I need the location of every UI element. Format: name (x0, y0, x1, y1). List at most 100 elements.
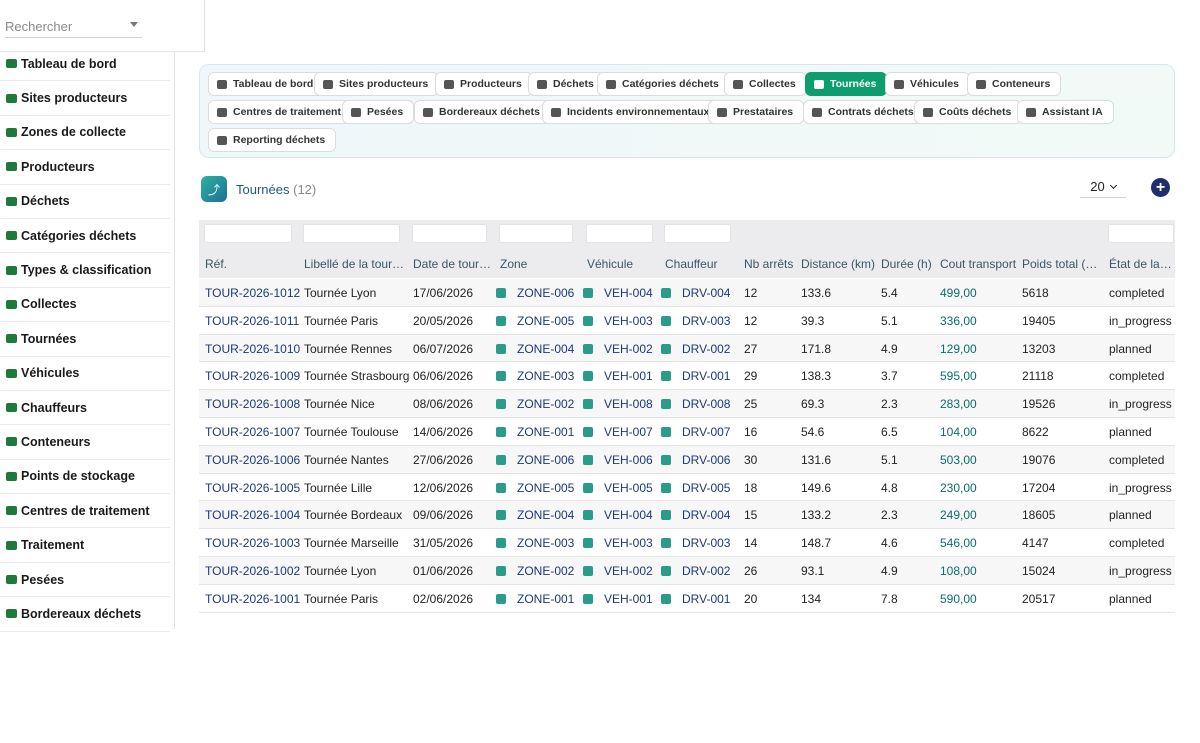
column-header[interactable]: Cout transport (940, 257, 1017, 271)
column-header[interactable]: Date de tour… (413, 257, 492, 271)
vehicle-link[interactable]: VEH-003 (583, 314, 653, 328)
tab-3[interactable]: Producteurs (435, 72, 533, 96)
tab-1[interactable]: Tableau de bord (208, 72, 325, 96)
vehicle-link[interactable]: VEH-003 (583, 536, 653, 550)
zone-link[interactable]: ZONE-006 (496, 286, 574, 300)
column-header[interactable]: État de la to… (1109, 257, 1175, 271)
tab-5[interactable]: Catégories déchets (597, 72, 730, 96)
tour-ref-link[interactable]: TOUR-2026-1002 (205, 563, 301, 578)
table-row[interactable]: TOUR-2026-1004 Tournée Bordeaux 09/06/2026… (199, 501, 1175, 530)
column-header[interactable]: Zone (500, 257, 528, 271)
tab-14[interactable]: Prestataires (708, 100, 805, 124)
vehicle-link[interactable]: VEH-004 (583, 508, 653, 522)
sidebar-item-9[interactable]: Tournées (0, 322, 170, 357)
tab-8[interactable]: Véhicules (885, 72, 971, 96)
column-header[interactable]: Véhicule (587, 257, 634, 271)
driver-link[interactable]: DRV-004 (661, 508, 730, 522)
column-filter-input[interactable] (586, 224, 653, 243)
vehicle-link[interactable]: VEH-002 (583, 342, 653, 356)
tab-12[interactable]: Bordereaux déchets (414, 100, 551, 124)
table-row[interactable]: TOUR-2026-1006 Tournée Nantes 27/06/2026 ZO… (199, 445, 1175, 474)
column-header[interactable]: Libellé de la tour… (304, 257, 405, 271)
sidebar-item-11[interactable]: Chauffeurs (0, 391, 170, 426)
tour-ref-link[interactable]: TOUR-2026-1007 (205, 424, 301, 439)
vehicle-link[interactable]: VEH-005 (583, 481, 653, 495)
driver-link[interactable]: DRV-002 (661, 564, 730, 578)
zone-link[interactable]: ZONE-005 (496, 314, 574, 328)
sidebar-item-13[interactable]: Points de stockage (0, 460, 170, 495)
sidebar-item-15[interactable]: Traitement (0, 528, 170, 563)
sidebar-item-6[interactable]: Catégories déchets (0, 219, 170, 254)
table-row[interactable]: TOUR-2026-1001 Tournée Paris 02/06/2026 ZON… (199, 585, 1175, 613)
chevron-down-icon[interactable] (130, 22, 138, 27)
column-filter-input[interactable] (1108, 224, 1174, 243)
tab-17[interactable]: Assistant IA (1017, 100, 1114, 124)
tour-ref-link[interactable]: TOUR-2026-1011 (205, 313, 300, 328)
table-row[interactable]: TOUR-2026-1005 Tournée Lille 12/06/2026 ZON… (199, 474, 1175, 502)
zone-link[interactable]: ZONE-004 (496, 342, 574, 356)
column-header[interactable]: Chauffeur (665, 257, 718, 271)
vehicle-link[interactable]: VEH-004 (583, 286, 653, 300)
table-row[interactable]: TOUR-2026-1012 Tournée Lyon 17/06/2026 ZONE… (199, 279, 1175, 307)
tour-ref-link[interactable]: TOUR-2026-1006 (205, 452, 301, 467)
tab-7[interactable]: Tournées (805, 72, 888, 96)
column-filter-input[interactable] (412, 224, 487, 243)
zone-link[interactable]: ZONE-001 (496, 425, 574, 439)
zone-link[interactable]: ZONE-003 (496, 536, 574, 550)
zone-link[interactable]: ZONE-002 (496, 564, 574, 578)
zone-link[interactable]: ZONE-006 (496, 453, 574, 467)
column-header[interactable]: Poids total (… (1022, 257, 1098, 271)
column-filter-input[interactable] (664, 224, 731, 243)
sidebar-item-17[interactable]: Bordereaux déchets (0, 597, 170, 632)
driver-link[interactable]: DRV-006 (661, 453, 730, 467)
zone-link[interactable]: ZONE-004 (496, 508, 574, 522)
tour-ref-link[interactable]: TOUR-2026-1009 (205, 369, 301, 384)
tour-ref-link[interactable]: TOUR-2026-1003 (205, 536, 301, 551)
tour-ref-link[interactable]: TOUR-2026-1012 (205, 286, 301, 300)
tab-9[interactable]: Conteneurs (967, 72, 1062, 96)
vehicle-link[interactable]: VEH-007 (583, 425, 653, 439)
column-filter-input[interactable] (303, 224, 400, 243)
table-row[interactable]: TOUR-2026-1002 Tournée Lyon 01/06/2026 ZONE… (199, 556, 1175, 585)
tab-11[interactable]: Pesées (342, 100, 415, 124)
tab-4[interactable]: Déchets (528, 72, 605, 96)
page-size-select[interactable]: 20 (1080, 176, 1126, 198)
column-filter-input[interactable] (499, 224, 573, 243)
tour-ref-link[interactable]: TOUR-2026-1005 (205, 480, 301, 495)
tab-13[interactable]: Incidents environnementaux (542, 100, 721, 124)
sidebar-item-2[interactable]: Sites producteurs (0, 81, 170, 116)
column-filter-input[interactable] (204, 224, 292, 243)
table-row[interactable]: TOUR-2026-1007 Tournée Toulouse 14/06/2026… (199, 418, 1175, 446)
add-record-button[interactable]: + (1151, 178, 1170, 197)
tab-2[interactable]: Sites producteurs (314, 72, 440, 96)
driver-link[interactable]: DRV-003 (661, 314, 730, 328)
driver-link[interactable]: DRV-001 (661, 369, 730, 383)
table-row[interactable]: TOUR-2026-1010 Tournée Rennes 06/07/2026 ZO… (199, 334, 1175, 363)
zone-link[interactable]: ZONE-005 (496, 481, 574, 495)
tour-ref-link[interactable]: TOUR-2026-1004 (205, 508, 301, 523)
table-row[interactable]: TOUR-2026-1009 Tournée Strasbourg 06/06/20… (199, 362, 1175, 391)
driver-link[interactable]: DRV-001 (661, 592, 730, 606)
search-input[interactable] (5, 16, 142, 38)
table-row[interactable]: TOUR-2026-1008 Tournée Nice 08/06/2026 ZONE… (199, 390, 1175, 418)
column-header[interactable]: Réf. (205, 257, 228, 271)
vehicle-link[interactable]: VEH-002 (583, 564, 653, 578)
sidebar-item-7[interactable]: Types & classification (0, 253, 170, 288)
zone-link[interactable]: ZONE-003 (496, 369, 574, 383)
vehicle-link[interactable]: VEH-006 (583, 453, 653, 467)
sidebar-item-12[interactable]: Conteneurs (0, 425, 170, 460)
tour-ref-link[interactable]: TOUR-2026-1010 (205, 341, 301, 356)
driver-link[interactable]: DRV-007 (661, 425, 730, 439)
tab-16[interactable]: Coûts déchets (914, 100, 1023, 124)
table-row[interactable]: TOUR-2026-1011 Tournée Paris 20/05/2026 ZON… (199, 307, 1175, 335)
zone-link[interactable]: ZONE-001 (496, 592, 574, 606)
driver-link[interactable]: DRV-004 (661, 286, 730, 300)
sidebar-item-10[interactable]: Véhicules (0, 357, 170, 391)
sidebar-item-16[interactable]: Pesées (0, 563, 170, 598)
tab-15[interactable]: Contrats déchets (803, 100, 925, 124)
tab-10[interactable]: Centres de traitement (208, 100, 352, 124)
driver-link[interactable]: DRV-002 (661, 342, 730, 356)
sidebar-item-8[interactable]: Collectes (0, 288, 170, 323)
tour-ref-link[interactable]: TOUR-2026-1001 (205, 591, 301, 606)
driver-link[interactable]: DRV-008 (661, 397, 730, 411)
